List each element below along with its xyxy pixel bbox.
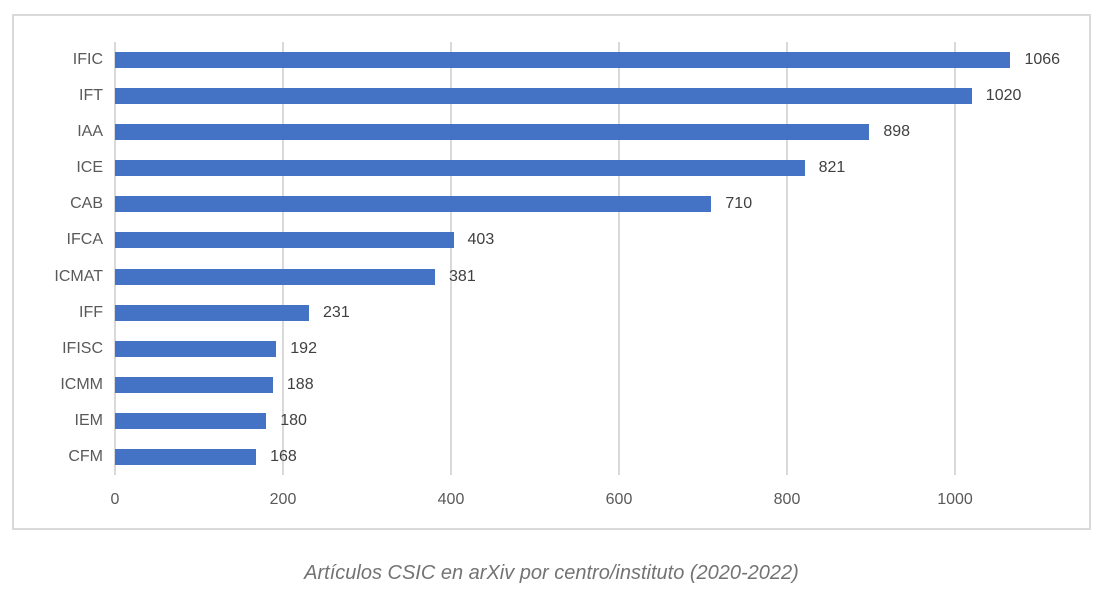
bar-icmm	[115, 376, 273, 393]
gridline-600	[618, 42, 620, 475]
value-label-icmat: 381	[449, 267, 476, 285]
bar-iem	[115, 412, 267, 429]
category-label-iaa: IAA	[77, 123, 103, 141]
bar-ift	[115, 88, 972, 105]
bar-ific	[115, 52, 1011, 69]
value-label-ific: 1066	[1024, 51, 1061, 69]
value-label-iff: 231	[323, 303, 350, 321]
value-label-iem: 180	[280, 411, 307, 429]
value-label-ifisc: 192	[290, 339, 317, 357]
x-tick-label-200: 200	[269, 491, 297, 508]
bar-cab	[115, 196, 712, 213]
chart-frame: IFIC IFT IAA ICE CAB IFCA ICMAT IFF IFISC ICMM IEM…	[12, 14, 1091, 530]
bar-ice	[115, 160, 805, 177]
chart-title: Artículos CSIC en arXiv por centro/insti…	[304, 562, 799, 584]
gridline-800	[786, 42, 788, 475]
x-tick-label-800: 800	[773, 491, 801, 508]
category-label-iff: IFF	[79, 303, 103, 321]
category-label-iem: IEM	[74, 411, 103, 429]
category-label-ifca: IFCA	[66, 231, 103, 249]
gridline-0	[114, 42, 116, 475]
value-label-ifca: 403	[467, 231, 495, 249]
value-label-ice: 821	[818, 159, 846, 177]
bar-icmat	[115, 268, 436, 285]
x-tick-label-400: 400	[437, 491, 465, 508]
category-label-ift: IFT	[79, 87, 103, 105]
category-label-ice: ICE	[76, 159, 103, 177]
bar-ifisc	[115, 340, 277, 357]
x-tick-label-600: 600	[605, 491, 633, 508]
bar-iaa	[115, 124, 870, 141]
gridline-200	[282, 42, 284, 475]
value-label-cfm: 168	[270, 447, 297, 465]
x-tick-label-0: 0	[110, 491, 120, 508]
category-label-cfm: CFM	[68, 447, 103, 465]
gridline-400	[450, 42, 452, 475]
bar-cfm	[115, 448, 257, 465]
value-label-cab: 710	[725, 195, 753, 213]
gridline-1000	[954, 42, 956, 475]
category-label-icmm: ICMM	[60, 375, 103, 393]
category-label-ific: IFIC	[72, 51, 103, 69]
x-tick-label-1000: 1000	[937, 491, 973, 508]
category-label-cab: CAB	[70, 195, 103, 213]
bar-ifca	[115, 232, 454, 249]
bar-iff	[115, 304, 310, 321]
value-label-ift: 1020	[985, 87, 1022, 105]
category-label-ifisc: IFISC	[62, 339, 103, 357]
value-label-iaa: 898	[883, 123, 911, 141]
category-label-icmat: ICMAT	[54, 267, 103, 285]
value-label-icmm: 188	[286, 375, 314, 393]
